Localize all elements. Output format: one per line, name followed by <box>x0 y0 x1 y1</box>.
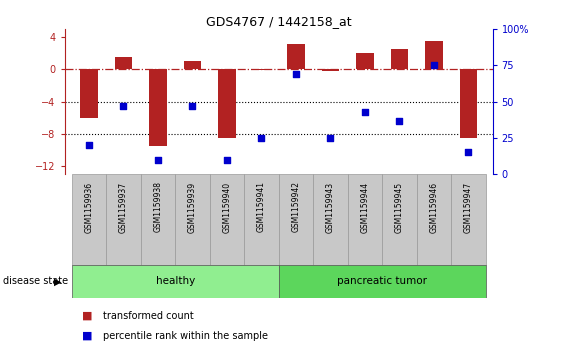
Point <box>119 103 128 109</box>
Bar <box>313 174 348 265</box>
Title: GDS4767 / 1442158_at: GDS4767 / 1442158_at <box>206 15 351 28</box>
Text: ■: ■ <box>82 311 92 321</box>
Bar <box>322 69 339 71</box>
Text: GSM1159947: GSM1159947 <box>464 182 473 233</box>
Bar <box>391 49 408 69</box>
Text: disease state: disease state <box>3 276 68 286</box>
Bar <box>348 174 382 265</box>
Text: GSM1159939: GSM1159939 <box>188 182 197 233</box>
Text: GSM1159943: GSM1159943 <box>326 182 335 233</box>
Bar <box>106 174 141 265</box>
Text: ▶: ▶ <box>53 276 61 286</box>
Text: GSM1159942: GSM1159942 <box>292 182 301 232</box>
Bar <box>460 69 477 138</box>
Text: GSM1159938: GSM1159938 <box>153 182 162 232</box>
Bar <box>451 174 486 265</box>
Bar <box>382 174 417 265</box>
Text: transformed count: transformed count <box>103 311 194 321</box>
Bar <box>253 69 270 70</box>
Bar <box>149 69 167 146</box>
Bar <box>425 41 443 69</box>
Bar <box>175 174 209 265</box>
Text: GSM1159945: GSM1159945 <box>395 182 404 233</box>
Text: pancreatic tumor: pancreatic tumor <box>337 276 427 286</box>
Point <box>222 157 231 163</box>
Bar <box>287 44 305 69</box>
Text: GSM1159944: GSM1159944 <box>360 182 369 233</box>
Bar <box>141 174 175 265</box>
Text: percentile rank within the sample: percentile rank within the sample <box>103 331 268 341</box>
Bar <box>279 174 313 265</box>
Bar <box>417 174 451 265</box>
Text: ■: ■ <box>82 331 92 341</box>
Bar <box>115 57 132 69</box>
Bar <box>72 174 106 265</box>
Point <box>430 62 439 68</box>
Point <box>153 157 162 163</box>
Point <box>257 135 266 141</box>
Point <box>395 118 404 123</box>
Bar <box>209 174 244 265</box>
Bar <box>279 265 486 298</box>
Bar <box>218 69 235 138</box>
Bar <box>356 53 374 69</box>
Text: healthy: healthy <box>155 276 195 286</box>
Text: GSM1159946: GSM1159946 <box>430 182 439 233</box>
Bar <box>184 61 201 69</box>
Text: GSM1159941: GSM1159941 <box>257 182 266 232</box>
Point <box>292 71 301 77</box>
Text: GSM1159940: GSM1159940 <box>222 182 231 233</box>
Point <box>464 150 473 155</box>
Bar <box>72 265 279 298</box>
Text: GSM1159937: GSM1159937 <box>119 182 128 233</box>
Point <box>360 109 369 115</box>
Bar <box>244 174 279 265</box>
Text: GSM1159936: GSM1159936 <box>84 182 93 233</box>
Point <box>326 135 335 141</box>
Point <box>188 103 197 109</box>
Point <box>84 142 93 148</box>
Bar <box>81 69 97 118</box>
